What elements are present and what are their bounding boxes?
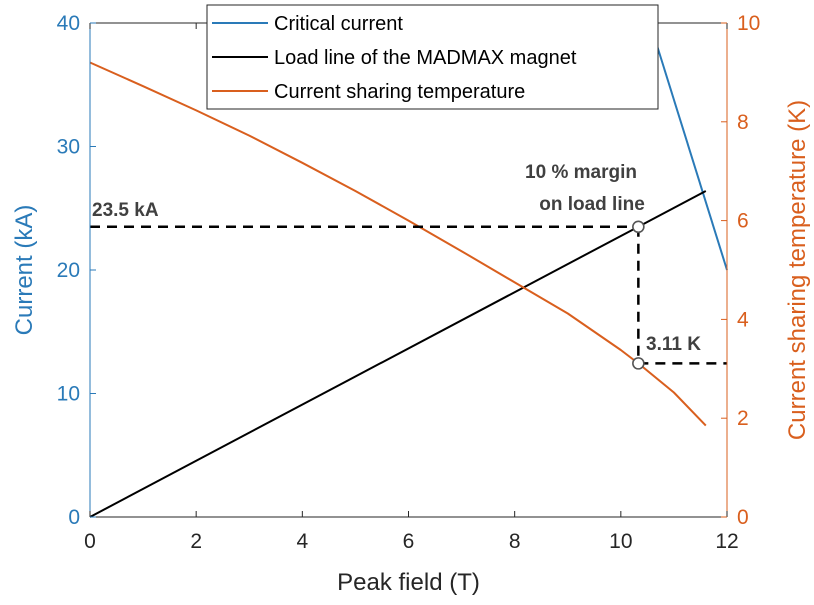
critical-current-line — [649, 22, 728, 271]
chart-marks: 23.5 kA 10 % margin on load line 3.11 K — [89, 22, 728, 518]
left-tick-label: 30 — [57, 136, 80, 159]
right-tick-label: 8 — [737, 111, 749, 134]
right-tick-label: 0 — [737, 506, 749, 529]
x-tick-label: 4 — [296, 530, 308, 553]
x-axis-title: Peak field (T) — [337, 569, 480, 596]
x-tick-label: 6 — [403, 530, 415, 553]
left-tick-label: 0 — [68, 506, 80, 529]
annotation-23.5ka: 23.5 kA — [92, 200, 159, 221]
x-tick-label: 0 — [84, 530, 96, 553]
annotation-margin-line1: 10 % margin — [525, 162, 637, 183]
legend-entry-critical-current-label: Critical current — [274, 13, 403, 35]
legend: Critical current Load line of the MADMAX … — [206, 4, 659, 110]
annotation-3.11k: 3.11 K — [646, 334, 701, 355]
x-tick-label: 12 — [715, 530, 738, 553]
right-tick-label: 10 — [737, 12, 760, 35]
left-tick-label: 40 — [57, 12, 80, 35]
right-tick-label: 2 — [737, 407, 749, 430]
legend-entry-load-line-label: Load line of the MADMAX magnet — [274, 47, 577, 69]
left-y-axis-title: Current (kA) — [11, 205, 38, 336]
right-tick-label: 4 — [737, 308, 749, 331]
current-sharing-temperature-line — [89, 61, 707, 427]
left-tick-label: 20 — [57, 259, 80, 282]
annotation-margin-line2: on load line — [539, 194, 645, 215]
marker-load-line-margin — [632, 220, 645, 234]
left-tick-label: 10 — [57, 383, 80, 406]
right-tick-label: 6 — [737, 210, 749, 233]
x-tick-label: 2 — [190, 530, 202, 553]
legend-entry-current-sharing-temperature-label: Current sharing temperature — [274, 81, 525, 103]
right-y-axis-title: Current sharing temperature (K) — [784, 100, 811, 440]
x-tick-label: 8 — [509, 530, 521, 553]
legend-box — [206, 4, 659, 110]
x-tick-label: 10 — [609, 530, 632, 553]
load-line — [89, 190, 707, 518]
marker-current-sharing-temperature — [632, 357, 645, 370]
